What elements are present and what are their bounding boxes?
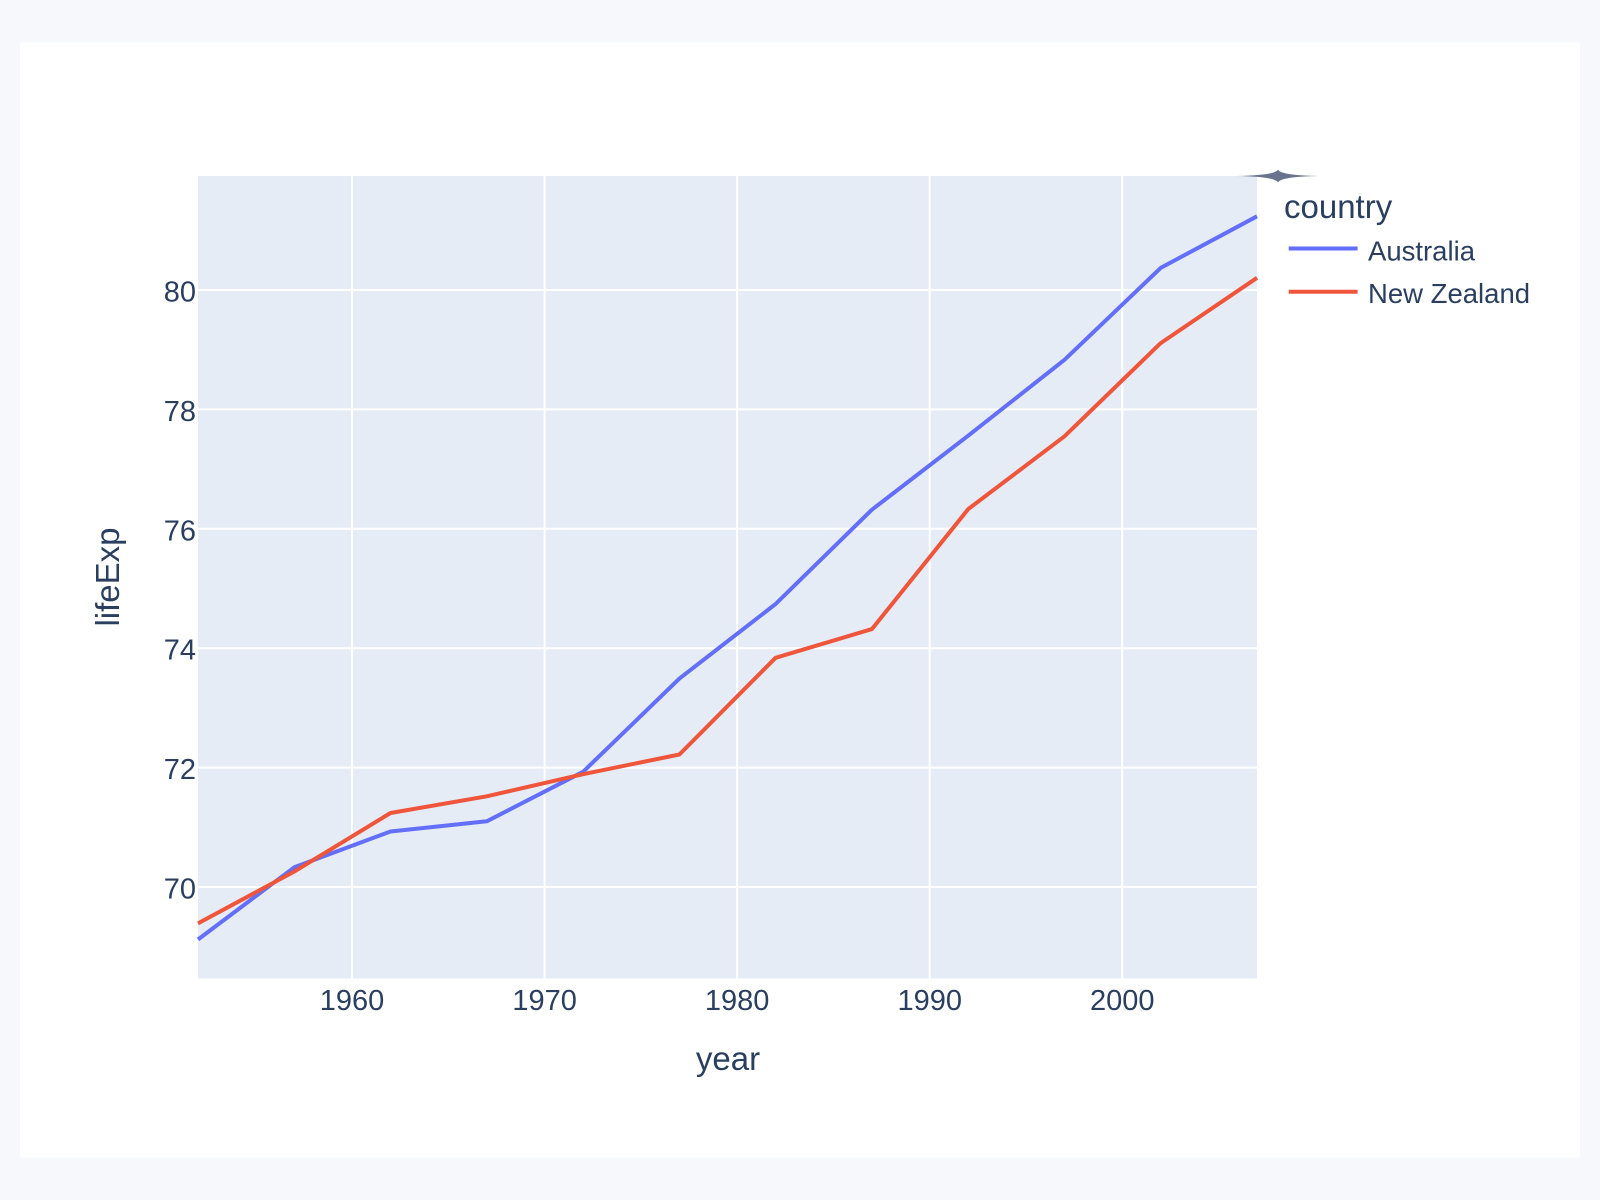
svg-text:Australia: Australia [1368, 235, 1476, 266]
svg-text:year: year [696, 1040, 760, 1077]
svg-text:country: country [1284, 188, 1393, 225]
svg-text:2000: 2000 [1090, 985, 1155, 1017]
svg-text:70: 70 [164, 874, 196, 906]
svg-text:80: 80 [164, 277, 196, 309]
svg-text:72: 72 [164, 754, 196, 786]
svg-text:74: 74 [164, 635, 196, 667]
svg-text:lifeExp: lifeExp [89, 527, 126, 626]
svg-text:New Zealand: New Zealand [1368, 278, 1530, 309]
svg-text:76: 76 [164, 515, 196, 547]
svg-text:1980: 1980 [705, 985, 770, 1017]
svg-text:1960: 1960 [320, 985, 385, 1017]
svg-text:1970: 1970 [512, 985, 577, 1017]
svg-text:78: 78 [164, 396, 196, 428]
svg-text:1990: 1990 [897, 985, 962, 1017]
